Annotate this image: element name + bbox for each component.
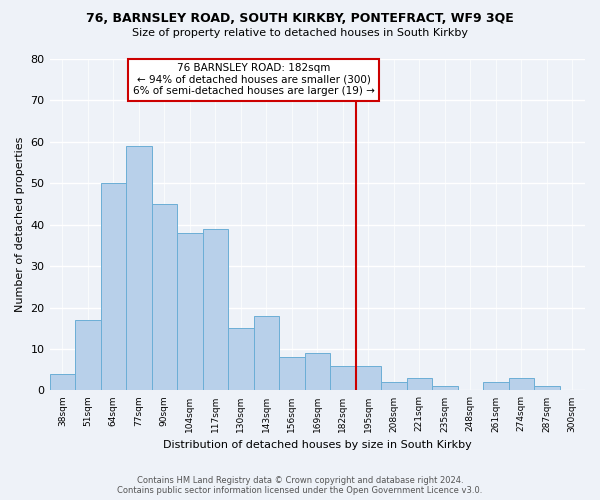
Bar: [483, 382, 509, 390]
Bar: [330, 366, 356, 390]
Text: Contains HM Land Registry data © Crown copyright and database right 2024.
Contai: Contains HM Land Registry data © Crown c…: [118, 476, 482, 495]
Text: Size of property relative to detached houses in South Kirkby: Size of property relative to detached ho…: [132, 28, 468, 38]
Bar: [356, 366, 381, 390]
Bar: [381, 382, 407, 390]
Bar: [50, 374, 75, 390]
Bar: [152, 204, 177, 390]
Bar: [305, 353, 330, 391]
Bar: [203, 229, 228, 390]
Bar: [254, 316, 279, 390]
Bar: [407, 378, 432, 390]
Bar: [509, 378, 534, 390]
Y-axis label: Number of detached properties: Number of detached properties: [15, 137, 25, 312]
Text: 76 BARNSLEY ROAD: 182sqm
← 94% of detached houses are smaller (300)
6% of semi-d: 76 BARNSLEY ROAD: 182sqm ← 94% of detach…: [133, 63, 374, 96]
Bar: [126, 146, 152, 390]
X-axis label: Distribution of detached houses by size in South Kirkby: Distribution of detached houses by size …: [163, 440, 472, 450]
Bar: [177, 233, 203, 390]
Bar: [534, 386, 560, 390]
Bar: [101, 184, 126, 390]
Bar: [75, 320, 101, 390]
Bar: [228, 328, 254, 390]
Bar: [279, 358, 305, 390]
Text: 76, BARNSLEY ROAD, SOUTH KIRKBY, PONTEFRACT, WF9 3QE: 76, BARNSLEY ROAD, SOUTH KIRKBY, PONTEFR…: [86, 12, 514, 26]
Bar: [432, 386, 458, 390]
